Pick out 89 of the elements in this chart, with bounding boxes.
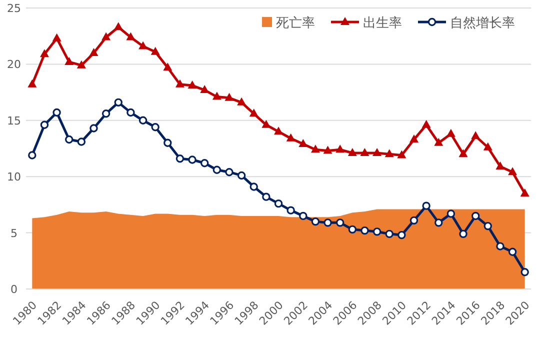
- point: [311, 217, 320, 226]
- point: [348, 225, 356, 234]
- point: [520, 188, 530, 196]
- point: [200, 159, 209, 168]
- point: [299, 212, 308, 220]
- point: [224, 92, 234, 101]
- point: [446, 128, 456, 137]
- point: [484, 222, 492, 230]
- point: [52, 33, 62, 42]
- point: [471, 131, 480, 140]
- point: [249, 108, 258, 117]
- point: [175, 79, 184, 88]
- point: [188, 156, 196, 164]
- point: [150, 46, 160, 55]
- point: [250, 182, 258, 191]
- point: [212, 92, 222, 100]
- point: [508, 248, 517, 256]
- point: [508, 167, 518, 176]
- point: [385, 230, 394, 238]
- point: [126, 108, 135, 117]
- point: [77, 138, 86, 146]
- point: [410, 216, 418, 225]
- point: [360, 226, 369, 235]
- point: [459, 230, 468, 238]
- point: [225, 168, 234, 176]
- point: [348, 148, 357, 156]
- point: [298, 139, 308, 148]
- point: [274, 126, 283, 135]
- point: [114, 22, 123, 30]
- point: [28, 151, 36, 160]
- point: [324, 218, 332, 227]
- point: [471, 212, 480, 220]
- point: [458, 149, 468, 158]
- point: [496, 242, 504, 250]
- point: [286, 206, 295, 214]
- point: [52, 108, 61, 117]
- point: [212, 166, 222, 174]
- point: [138, 116, 148, 124]
- point: [164, 138, 172, 147]
- point: [483, 142, 492, 150]
- legend-label: 死亡率: [276, 15, 315, 31]
- point: [397, 150, 406, 158]
- point: [89, 48, 98, 56]
- point: [422, 120, 431, 128]
- point: [274, 199, 283, 208]
- y-tick-label: 15: [7, 114, 21, 128]
- point: [372, 148, 382, 156]
- point: [434, 218, 443, 227]
- y-tick-label: 0: [10, 283, 18, 296]
- y-tick-label: 10: [7, 170, 21, 184]
- point: [65, 135, 74, 144]
- point: [64, 56, 74, 65]
- point: [40, 120, 49, 129]
- point: [336, 144, 345, 153]
- point: [446, 210, 456, 218]
- point: [163, 62, 172, 71]
- point: [336, 218, 344, 227]
- point: [102, 110, 110, 118]
- y-tick-label: 5: [10, 226, 18, 240]
- point: [126, 32, 136, 40]
- y-tick-label: 25: [7, 2, 21, 15]
- point: [360, 148, 370, 156]
- point: [262, 192, 270, 201]
- point: [102, 32, 111, 40]
- point: [323, 146, 332, 154]
- point: [434, 138, 444, 146]
- point: [286, 133, 296, 142]
- legend-label: 出生率: [363, 15, 402, 31]
- point: [151, 123, 160, 132]
- point: [76, 60, 86, 68]
- point: [114, 98, 122, 107]
- point: [188, 80, 197, 89]
- point: [40, 49, 49, 58]
- point: [90, 124, 98, 132]
- point: [176, 154, 184, 163]
- point: [409, 134, 418, 143]
- point: [398, 230, 406, 240]
- point: [237, 97, 246, 106]
- y-tick-label: 20: [7, 58, 21, 72]
- point: [138, 41, 148, 50]
- legend-label: 自然增长率: [450, 15, 515, 31]
- point: [496, 161, 505, 170]
- point: [422, 202, 430, 210]
- point: [28, 79, 37, 88]
- point: [384, 149, 394, 158]
- point: [520, 268, 529, 276]
- point: [237, 171, 246, 180]
- point: [372, 228, 382, 236]
- point: [310, 144, 320, 153]
